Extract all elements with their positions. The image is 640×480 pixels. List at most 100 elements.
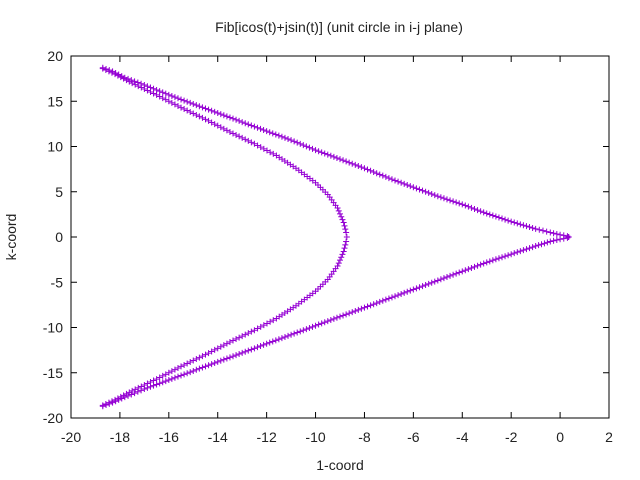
data-point [156,88,163,95]
data-point [343,158,350,165]
data-point [190,357,197,364]
data-point [108,69,115,76]
data-point [431,278,438,285]
data-point [337,313,343,320]
data-point [300,142,307,149]
data-point [178,372,185,379]
data-point [165,376,172,383]
data-point [270,317,277,324]
data-point [233,336,240,343]
data-point [529,224,536,231]
data-point [223,355,230,362]
data-point [236,117,243,124]
data-point [364,166,371,173]
y-tick-label: 15 [47,93,63,109]
data-point [193,102,200,109]
data-point [564,234,571,241]
data-point [178,363,185,370]
y-tick-label: 10 [47,139,63,155]
data-point [220,342,227,349]
data-point [214,122,221,129]
data-point [211,121,218,128]
data-point [281,134,288,141]
data-point [278,335,285,342]
data-point [248,328,255,335]
data-point [254,325,261,332]
data-point [174,373,181,380]
data-point [233,116,240,123]
data-point [321,319,328,326]
data-point [159,372,166,379]
x-tick-label: -16 [159,429,179,445]
data-point [159,89,166,96]
data-point [159,379,166,386]
data-point [150,377,157,384]
data-point [230,115,237,122]
data-point [178,104,185,111]
data-point [341,222,348,229]
data-point [288,331,295,338]
data-point [214,358,221,365]
data-point [508,251,515,258]
data-point [242,120,249,127]
data-point [483,259,490,266]
data-point [379,297,386,304]
data-point [338,213,345,220]
data-point [102,400,109,407]
data-point [239,349,246,356]
data-point [223,127,230,134]
data-point [395,292,402,299]
y-axis-label: k-coord [3,214,19,261]
data-point [453,199,460,206]
data-point [306,144,313,151]
data-point [168,375,175,382]
data-point [156,93,163,100]
data-point [273,315,280,322]
data-point [242,348,249,355]
y-tick-label: 0 [55,229,63,245]
data-point [339,216,346,223]
data-point [385,175,392,182]
data-point [187,99,194,106]
data-point [184,360,191,367]
data-point [547,238,554,245]
data-point [425,189,432,196]
data-point [499,215,506,222]
data-point [312,147,319,154]
data-point [330,153,337,160]
plot-points [99,64,572,410]
data-point [337,156,343,163]
data-point [343,234,350,240]
x-tick-label: 0 [556,429,564,445]
data-point [404,181,411,188]
data-point [159,95,166,102]
data-point [392,293,399,300]
data-point [202,363,209,370]
data-point [346,310,353,317]
data-point [541,240,548,247]
data-point [205,362,212,369]
data-point [208,107,215,114]
data-point [324,151,331,158]
data-point [199,364,206,371]
data-point [226,114,233,121]
data-point [190,100,197,107]
data-point [486,258,493,265]
data-point [202,105,209,112]
data-point [471,263,478,270]
data-point [102,67,109,74]
data-point [275,132,282,139]
data-point [165,369,172,376]
data-point [132,81,139,88]
data-point [193,111,200,118]
data-point [147,88,154,95]
data-point [535,242,542,249]
data-point [370,301,377,308]
data-point [499,254,506,261]
data-point [254,142,261,149]
x-tick-label: -10 [305,429,325,445]
data-point [260,322,267,329]
data-point [202,351,209,358]
data-point [144,380,151,387]
y-tick-label: -5 [51,274,64,290]
